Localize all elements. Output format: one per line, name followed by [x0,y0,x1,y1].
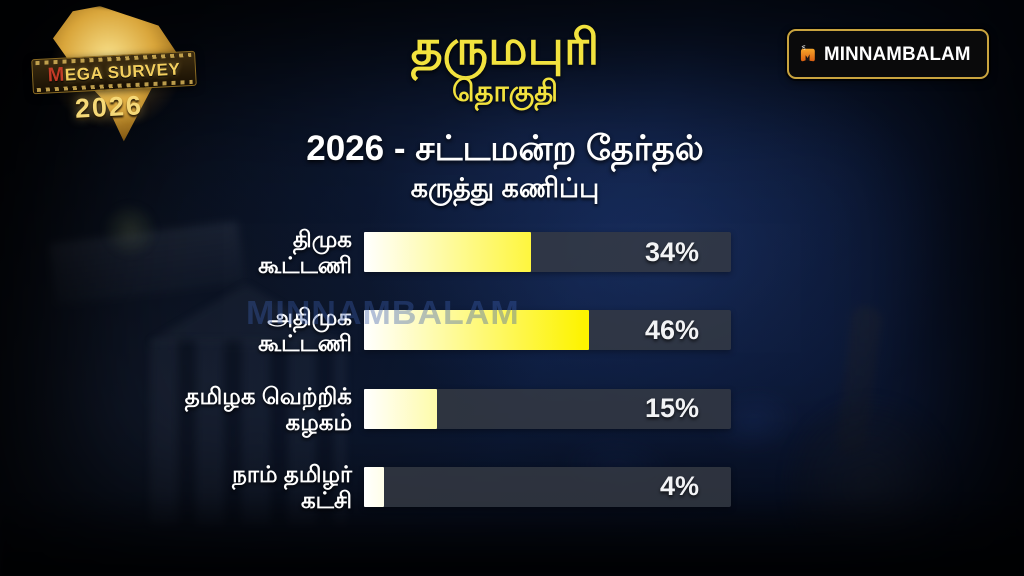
mega-survey-first-letter: M [47,63,66,87]
poll-bar-chart: திமுக கூட்டணி 34% அதிமுக கூட்டணி 46% தமிழக வெற… [0,226,760,545]
bar-value: 34% [644,236,699,267]
mega-survey-2026-logo: MEGA SURVEY 2026 [22,0,206,146]
bar-row: அதிமுக கூட்டணி 46% [0,304,760,356]
bar-row: தமிழக வெற்றிக் கழகம் 15% [0,383,760,435]
opinion-poll-title: கருத்து கணிப்பு [410,173,600,203]
bar-track: 4% [364,466,731,507]
mega-survey-title: MEGA SURVEY [47,58,181,88]
bar-label: திமுக கூட்டணி [258,226,352,278]
bar-fill [364,232,531,272]
bar-track: 15% [364,388,731,429]
crowd-silhouette-band [0,496,1024,576]
bar-label: நாம் தமிழர் கட்சி [232,460,352,513]
bar-track: 46% [364,310,731,351]
bar-fill [364,310,590,351]
bar-value: 15% [644,393,699,424]
minnambalam-m-icon [800,45,815,62]
bar-label: தமிழக வெற்றிக் கழகம் [184,382,352,435]
bar-fill [364,388,438,429]
minnambalam-wordmark: MINNAMBALAM [824,42,971,65]
bar-value: 46% [644,314,699,345]
mega-survey-rest: EGA SURVEY [64,59,181,85]
bar-track: 34% [364,232,731,272]
inked-finger-silhouette [834,304,884,458]
bar-value: 4% [659,471,699,502]
bar-row: திமுக கூட்டணி 34% [0,226,760,278]
bar-label: அதிமுக கூட்டணி [258,304,352,357]
minnambalam-logo-badge: MINNAMBALAM [787,29,989,79]
bar-fill [364,466,384,507]
bar-row: நாம் தமிழர் கட்சி 4% [0,461,760,513]
